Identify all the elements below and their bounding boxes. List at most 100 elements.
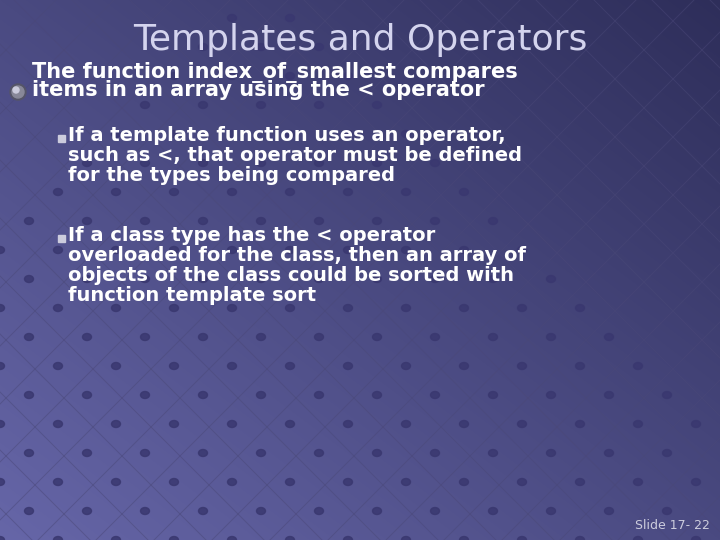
Ellipse shape <box>402 188 410 195</box>
Ellipse shape <box>286 131 294 138</box>
Ellipse shape <box>140 159 150 166</box>
Circle shape <box>12 86 24 98</box>
Ellipse shape <box>488 449 498 456</box>
Ellipse shape <box>431 275 439 282</box>
Ellipse shape <box>431 508 439 515</box>
Ellipse shape <box>315 44 323 51</box>
Ellipse shape <box>605 449 613 456</box>
Ellipse shape <box>112 131 120 138</box>
Text: overloaded for the class, then an array of: overloaded for the class, then an array … <box>68 246 526 265</box>
Ellipse shape <box>256 159 266 166</box>
Ellipse shape <box>343 72 353 79</box>
Ellipse shape <box>140 334 150 341</box>
Ellipse shape <box>315 334 323 341</box>
Ellipse shape <box>605 392 613 399</box>
Ellipse shape <box>343 246 353 253</box>
Ellipse shape <box>575 537 585 540</box>
Ellipse shape <box>83 508 91 515</box>
Ellipse shape <box>286 305 294 312</box>
Ellipse shape <box>228 362 236 369</box>
Ellipse shape <box>199 392 207 399</box>
Ellipse shape <box>140 275 150 282</box>
Text: function template sort: function template sort <box>68 286 316 305</box>
Ellipse shape <box>199 159 207 166</box>
Ellipse shape <box>24 392 34 399</box>
Ellipse shape <box>575 478 585 485</box>
Ellipse shape <box>343 537 353 540</box>
Text: items in an array using the < operator: items in an array using the < operator <box>32 80 485 100</box>
Ellipse shape <box>256 392 266 399</box>
Ellipse shape <box>402 537 410 540</box>
Ellipse shape <box>199 102 207 109</box>
Ellipse shape <box>286 15 294 22</box>
Ellipse shape <box>431 218 439 225</box>
Ellipse shape <box>518 478 526 485</box>
Ellipse shape <box>0 305 4 312</box>
Ellipse shape <box>24 508 34 515</box>
Ellipse shape <box>199 334 207 341</box>
Ellipse shape <box>372 159 382 166</box>
Ellipse shape <box>315 449 323 456</box>
Ellipse shape <box>488 275 498 282</box>
Text: Templates and Operators: Templates and Operators <box>132 23 588 57</box>
Ellipse shape <box>372 275 382 282</box>
Ellipse shape <box>518 246 526 253</box>
Ellipse shape <box>256 275 266 282</box>
Ellipse shape <box>546 334 556 341</box>
Text: objects of the class could be sorted with: objects of the class could be sorted wit… <box>68 266 514 285</box>
Ellipse shape <box>83 159 91 166</box>
Ellipse shape <box>140 218 150 225</box>
Ellipse shape <box>53 305 63 312</box>
Text: Slide 17- 22: Slide 17- 22 <box>635 519 710 532</box>
Ellipse shape <box>112 537 120 540</box>
Ellipse shape <box>402 246 410 253</box>
Ellipse shape <box>140 508 150 515</box>
Ellipse shape <box>228 421 236 428</box>
Ellipse shape <box>315 159 323 166</box>
Ellipse shape <box>662 392 672 399</box>
Ellipse shape <box>256 102 266 109</box>
Ellipse shape <box>228 537 236 540</box>
Ellipse shape <box>256 334 266 341</box>
Ellipse shape <box>372 334 382 341</box>
Ellipse shape <box>605 334 613 341</box>
Ellipse shape <box>0 246 4 253</box>
Ellipse shape <box>488 218 498 225</box>
Ellipse shape <box>228 188 236 195</box>
Ellipse shape <box>112 246 120 253</box>
Ellipse shape <box>169 305 179 312</box>
Ellipse shape <box>169 478 179 485</box>
Ellipse shape <box>691 478 701 485</box>
Text: for the types being compared: for the types being compared <box>68 166 395 185</box>
Ellipse shape <box>0 421 4 428</box>
Ellipse shape <box>662 508 672 515</box>
Ellipse shape <box>343 131 353 138</box>
Ellipse shape <box>228 131 236 138</box>
Ellipse shape <box>286 537 294 540</box>
Ellipse shape <box>372 449 382 456</box>
Ellipse shape <box>53 362 63 369</box>
Ellipse shape <box>112 478 120 485</box>
Ellipse shape <box>575 421 585 428</box>
Ellipse shape <box>431 159 439 166</box>
Ellipse shape <box>488 392 498 399</box>
Ellipse shape <box>372 508 382 515</box>
Ellipse shape <box>0 362 4 369</box>
Bar <box>58 235 65 242</box>
Text: such as <, that operator must be defined: such as <, that operator must be defined <box>68 146 522 165</box>
Ellipse shape <box>518 537 526 540</box>
Ellipse shape <box>634 421 642 428</box>
Ellipse shape <box>53 421 63 428</box>
Ellipse shape <box>575 362 585 369</box>
Ellipse shape <box>112 362 120 369</box>
Ellipse shape <box>286 188 294 195</box>
Ellipse shape <box>343 478 353 485</box>
Ellipse shape <box>228 305 236 312</box>
Ellipse shape <box>0 537 4 540</box>
Ellipse shape <box>315 102 323 109</box>
Ellipse shape <box>343 362 353 369</box>
Ellipse shape <box>459 478 469 485</box>
Ellipse shape <box>343 421 353 428</box>
Ellipse shape <box>24 275 34 282</box>
Ellipse shape <box>140 102 150 109</box>
